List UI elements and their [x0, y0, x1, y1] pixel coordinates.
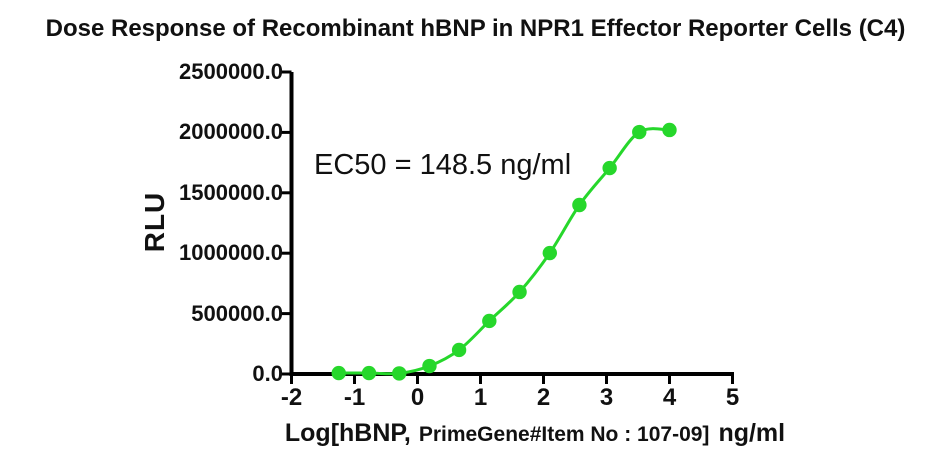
- y-tick-label: 2500000.0: [179, 59, 283, 84]
- x-tick-label: 2: [536, 384, 551, 411]
- chart-title: Dose Response of Recombinant hBNP in NPR…: [45, 15, 906, 42]
- x-axis-title: Log[hBNP, PrimeGene#Item No : 107-09] ng/m…: [285, 419, 785, 448]
- data-point: [512, 284, 527, 300]
- data-point: [422, 358, 437, 374]
- data-point: [542, 245, 557, 261]
- x-tick-label: 5: [725, 384, 740, 411]
- x-axis-title-main: Log[hBNP,: [284, 419, 411, 447]
- x-axis-title-catalog: PrimeGene#Item No : 107-09]: [418, 423, 710, 446]
- x-tick-label: 3: [599, 384, 614, 411]
- y-tick-label: 2000000.0: [179, 119, 283, 145]
- x-tick-label: -1: [343, 384, 366, 411]
- y-tick-label: 1000000.0: [179, 240, 283, 266]
- data-point: [331, 365, 346, 381]
- x-tick-label: 1: [473, 384, 488, 411]
- data-point: [632, 124, 647, 140]
- y-tick-label: 1500000.0: [179, 179, 283, 205]
- data-point: [392, 366, 407, 381]
- x-tick-label: -2: [280, 384, 303, 411]
- y-tick-label: 500000.0: [191, 300, 283, 326]
- axes-frame: [289, 72, 734, 376]
- y-tick-label: 0.0: [252, 361, 283, 386]
- data-point: [572, 197, 587, 213]
- data-point: [451, 342, 467, 358]
- data-point: [662, 122, 677, 138]
- data-point: [602, 160, 617, 176]
- x-axis-title-units: ng/ml: [718, 419, 786, 447]
- x-tick-label: 0: [410, 384, 425, 411]
- x-tick-label: 4: [662, 384, 677, 411]
- data-point: [361, 365, 377, 381]
- data-point: [482, 313, 497, 329]
- ec50-annotation: EC50 = 148.5 ng/ml: [314, 149, 572, 181]
